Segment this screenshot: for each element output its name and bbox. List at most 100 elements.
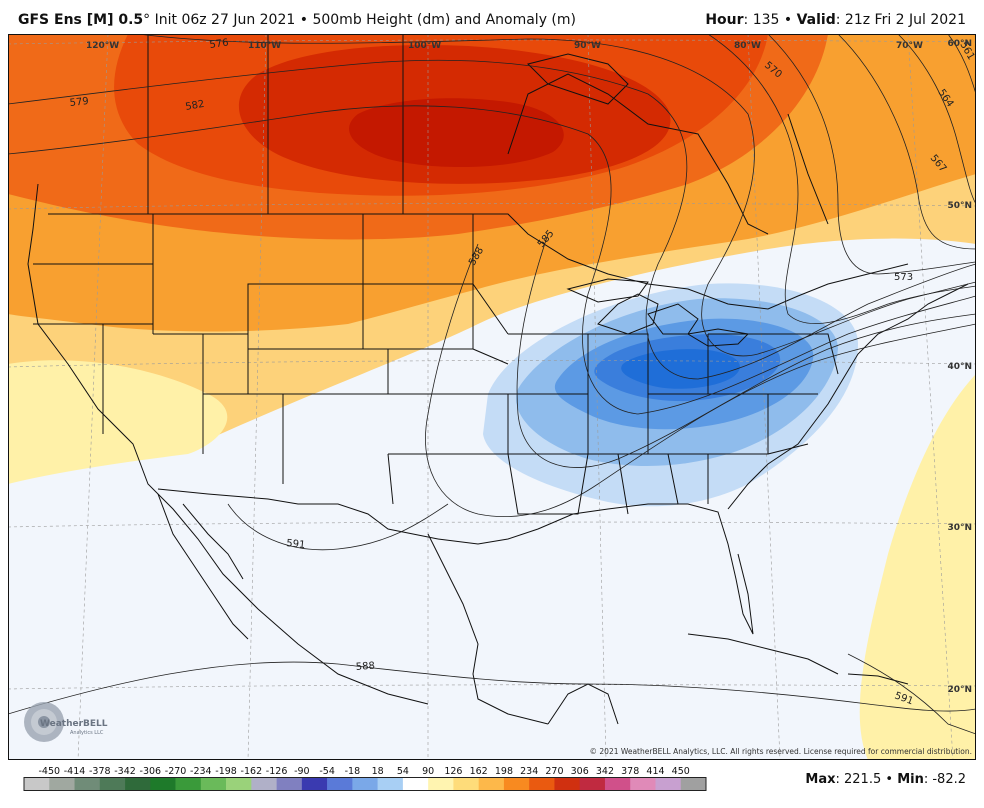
coastlines-and-borders	[27, 34, 969, 725]
hour-label: Hour	[705, 12, 744, 28]
colorbar-tick-label: -270	[165, 766, 187, 777]
colorbar-swatch	[49, 778, 75, 790]
colorbar-swatch	[99, 778, 126, 790]
colorbar-swatch	[453, 778, 479, 790]
us-mexico-border	[157, 488, 439, 540]
logo-text: WeatherBELL	[40, 719, 108, 729]
colorbar-tick-labels: -450 -414 -378 -342 -306 -270 -234 -198 -162 -126…	[38, 766, 689, 777]
map-title: GFS Ens [M] 0.5° Init 06z 27 Jun 2021 • …	[18, 12, 576, 28]
colorbar-swatch	[503, 778, 530, 790]
anomaly-light-yellow-left	[8, 360, 228, 484]
colorbar-swatch	[24, 778, 50, 790]
colorbar-tick-label: 234	[520, 766, 538, 777]
hudson-bay	[527, 53, 629, 105]
svg-text:120°W: 120°W	[86, 41, 119, 51]
colorbar-tick-label: -306	[140, 766, 162, 777]
hispaniola	[847, 673, 909, 685]
hour-value: : 135	[743, 12, 780, 28]
contour-label: 573	[894, 272, 913, 283]
colorbar-tick-label: 270	[545, 766, 563, 777]
states-central	[387, 214, 589, 515]
colorbar-tick-label: 54	[397, 766, 409, 777]
colorbar-swatch	[150, 778, 176, 790]
colorbar-swatch	[200, 778, 227, 790]
valid-value: : 21z Fri 2 Jul 2021	[835, 12, 966, 28]
colorbar-swatch	[579, 778, 606, 790]
colorbar-tick-label: -54	[319, 766, 335, 777]
cuba	[687, 633, 839, 675]
max-label: Max	[805, 772, 836, 787]
colorbar-swatch	[554, 778, 580, 790]
gulf-coast	[427, 503, 754, 725]
contour-588-south	[8, 661, 976, 715]
contour-label: 576	[209, 37, 229, 51]
colorbar-swatch	[175, 778, 202, 790]
svg-text:80°W: 80°W	[734, 41, 761, 51]
colorbar-tick-label: -162	[241, 766, 263, 777]
colorbar-tick-label: 162	[470, 766, 488, 777]
anomaly-peak	[349, 98, 564, 168]
anomaly-colorbar: -450 -414 -378 -342 -306 -270 -234 -198 -162 -126…	[23, 766, 707, 791]
colorbar-tick-label: -126	[266, 766, 288, 777]
baja-peninsula	[157, 493, 249, 640]
contour-564	[897, 34, 976, 205]
init-time: Init 06z 27 Jun 2021	[154, 12, 296, 28]
colorbar-swatch	[655, 778, 682, 790]
contour-567	[837, 34, 976, 250]
svg-text:40°N: 40°N	[947, 362, 972, 372]
colorbar-tick-label: 450	[672, 766, 690, 777]
contour-588-north	[425, 243, 976, 518]
colorbar-tick-label: 198	[495, 766, 513, 777]
svg-text:20°N: 20°N	[947, 685, 972, 695]
west-coast	[27, 183, 429, 705]
svg-text:90°W: 90°W	[574, 41, 601, 51]
colorbar-tick-label: 18	[372, 766, 384, 777]
colorbar-swatch	[74, 778, 101, 790]
colorbar-tick-label: -234	[190, 766, 212, 777]
contour-label: 588	[355, 661, 375, 673]
colorbar-tick-label: 378	[621, 766, 639, 777]
contour-573	[707, 34, 976, 325]
contour-576	[137, 34, 976, 357]
contour-label: 582	[185, 99, 206, 113]
colorbar-tick-label: -18	[345, 766, 361, 777]
contour-label: 579	[69, 96, 89, 109]
colorbar-swatch	[352, 778, 378, 790]
colorbar-tick-label: 126	[444, 766, 462, 777]
weatherbell-logo: WeatherBELL Analytics LLC	[24, 702, 108, 742]
contour-579	[8, 59, 976, 380]
colorbar-tick-label: -342	[114, 766, 136, 777]
weather-map: 576 579 582 585 588 591 573 570 567 564 …	[8, 34, 976, 760]
latitude-labels: 60°N 50°N 40°N 30°N 20°N	[947, 39, 972, 695]
svg-text:60°N: 60°N	[947, 39, 972, 49]
colorbar-swatch	[630, 778, 656, 790]
contour-label: 591	[286, 538, 306, 551]
colorbar-swatches	[24, 778, 707, 790]
svg-text:110°W: 110°W	[248, 41, 281, 51]
contour-591-west	[227, 503, 449, 551]
colorbar-swatch	[428, 778, 454, 790]
max-min-stats: Max: 221.5 • Min: -82.2	[805, 772, 966, 787]
min-value: : -82.2	[923, 772, 966, 787]
negative-anomaly-shading	[483, 283, 858, 507]
title-separator: •	[299, 12, 308, 28]
svg-text:100°W: 100°W	[408, 41, 441, 51]
svg-text:30°N: 30°N	[947, 523, 972, 533]
trough-core	[621, 349, 740, 389]
colorbar-swatch	[604, 778, 631, 790]
colorbar-swatch	[680, 778, 707, 790]
colorbar-tick-label: -450	[38, 766, 60, 777]
contour-570	[767, 34, 976, 275]
min-label: Min	[897, 772, 924, 787]
max-value: : 221.5	[835, 772, 882, 787]
colorbar-tick-label: 342	[596, 766, 614, 777]
colorbar-tick-label: 306	[571, 766, 589, 777]
great-lakes	[566, 278, 750, 347]
valid-label: Valid	[796, 12, 836, 28]
stats-separator: •	[885, 772, 894, 787]
time-separator: •	[783, 12, 793, 28]
us-canada-border	[48, 213, 909, 310]
colorbar-swatch	[301, 778, 328, 790]
longitude-labels: 120°W 110°W 100°W 90°W 80°W 70°W	[86, 41, 923, 51]
forecast-time: Hour: 135 • Valid: 21z Fri 2 Jul 2021	[705, 12, 966, 28]
